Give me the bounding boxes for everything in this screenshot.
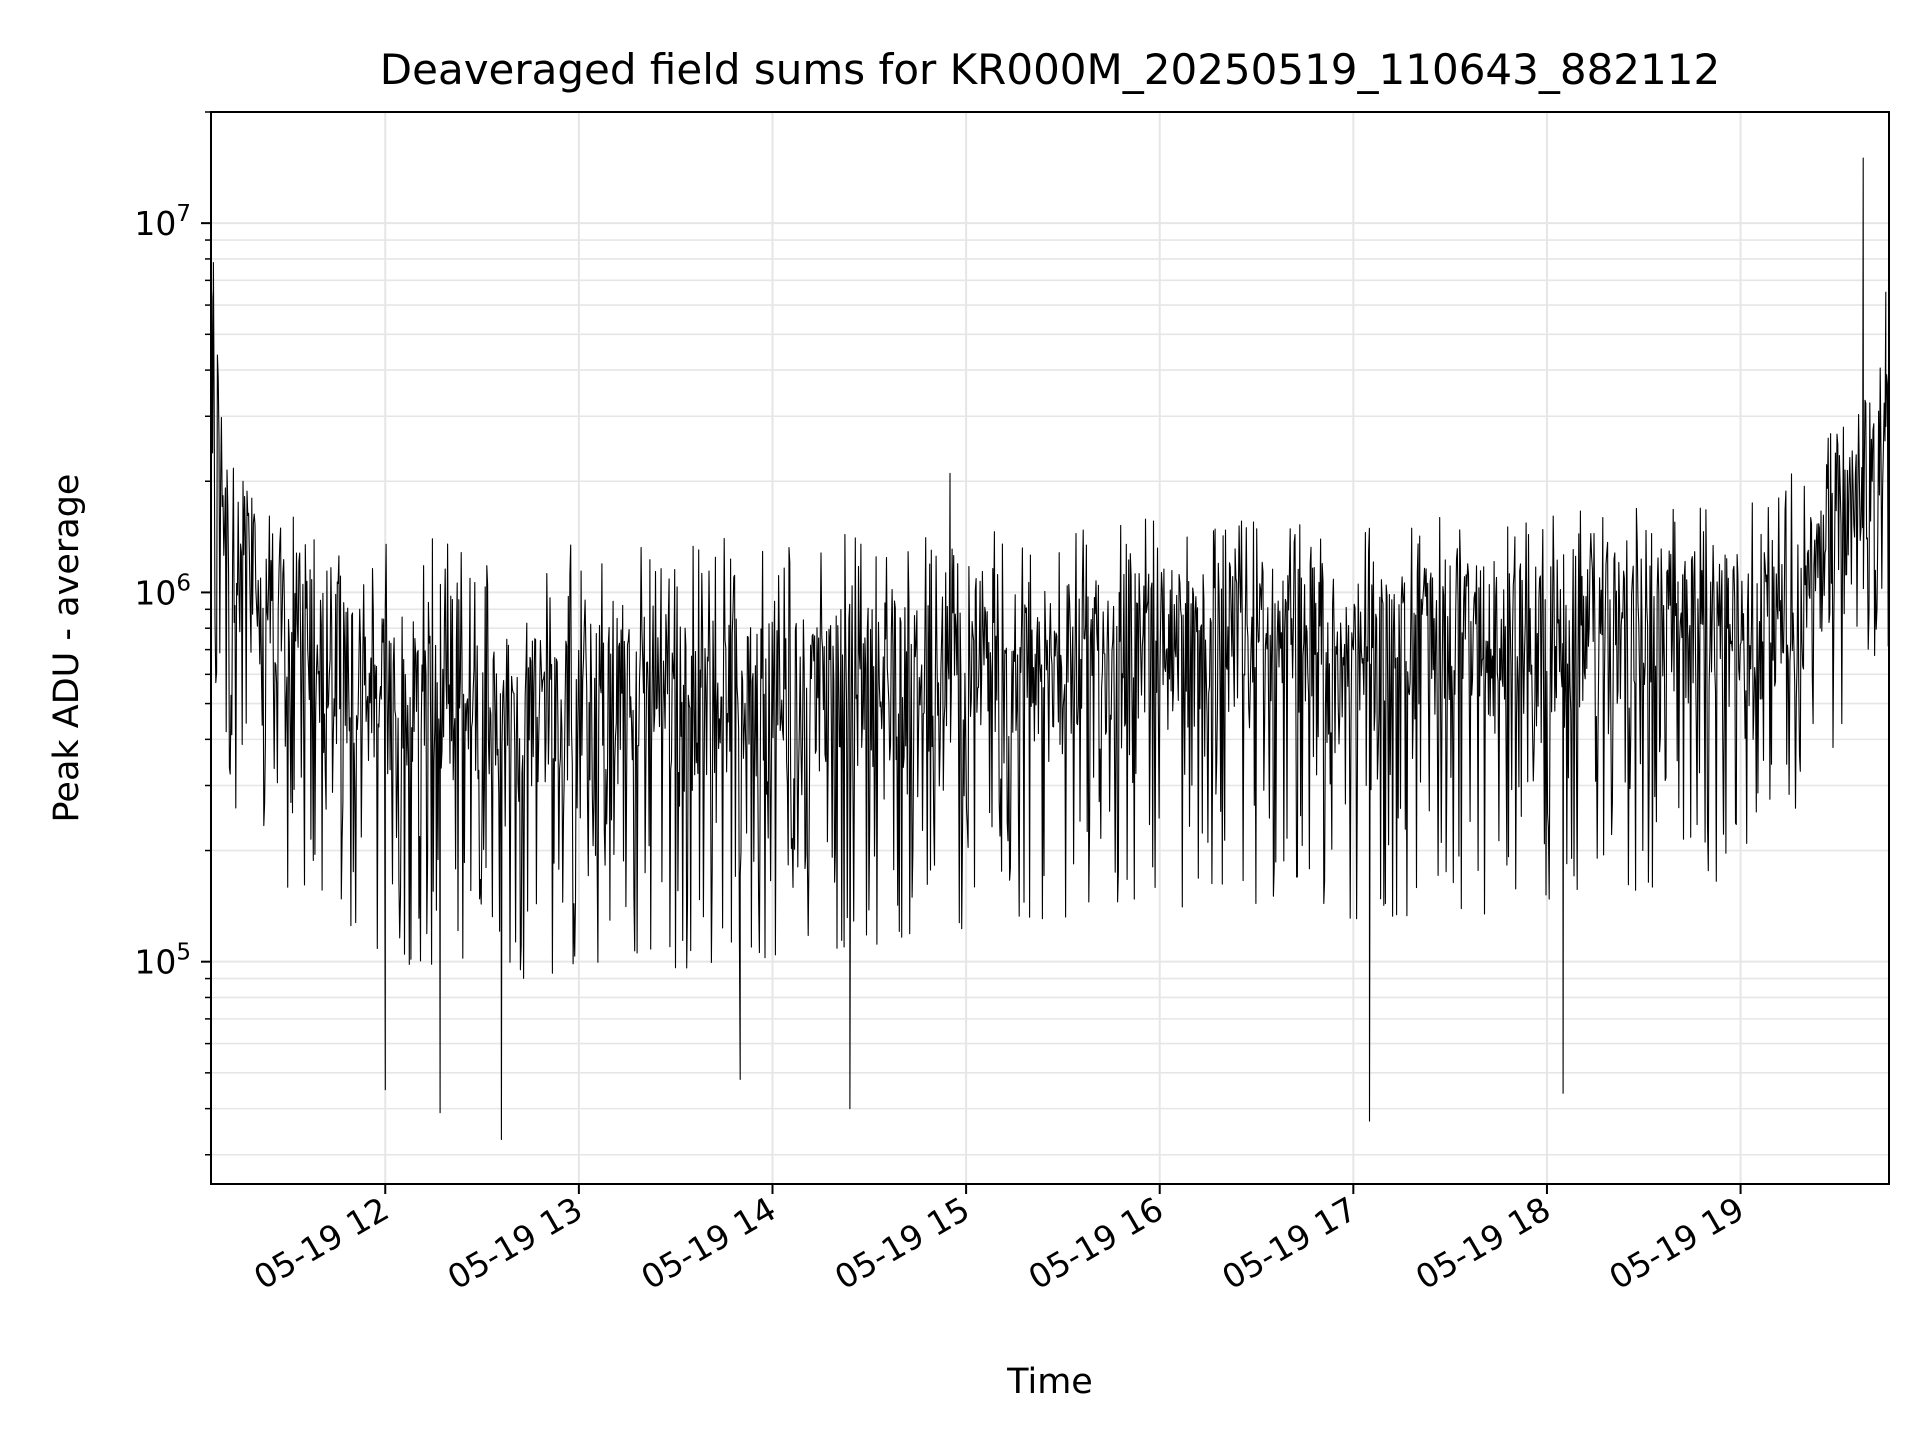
grid-layer [211, 111, 1889, 1184]
y-axis-label: Peak ADU - average [47, 474, 87, 823]
y-tick-label: 106 [134, 570, 191, 612]
series-line [210, 157, 1890, 1141]
y-tick-label: 105 [134, 940, 191, 982]
plot-frame [210, 111, 1890, 1185]
series-layer [210, 157, 1890, 1141]
chart-title: Deaveraged field sums for KR000M_2025051… [380, 45, 1720, 94]
x-axis-label: Time [1006, 1362, 1093, 1402]
y-tick-label: 107 [134, 201, 191, 243]
